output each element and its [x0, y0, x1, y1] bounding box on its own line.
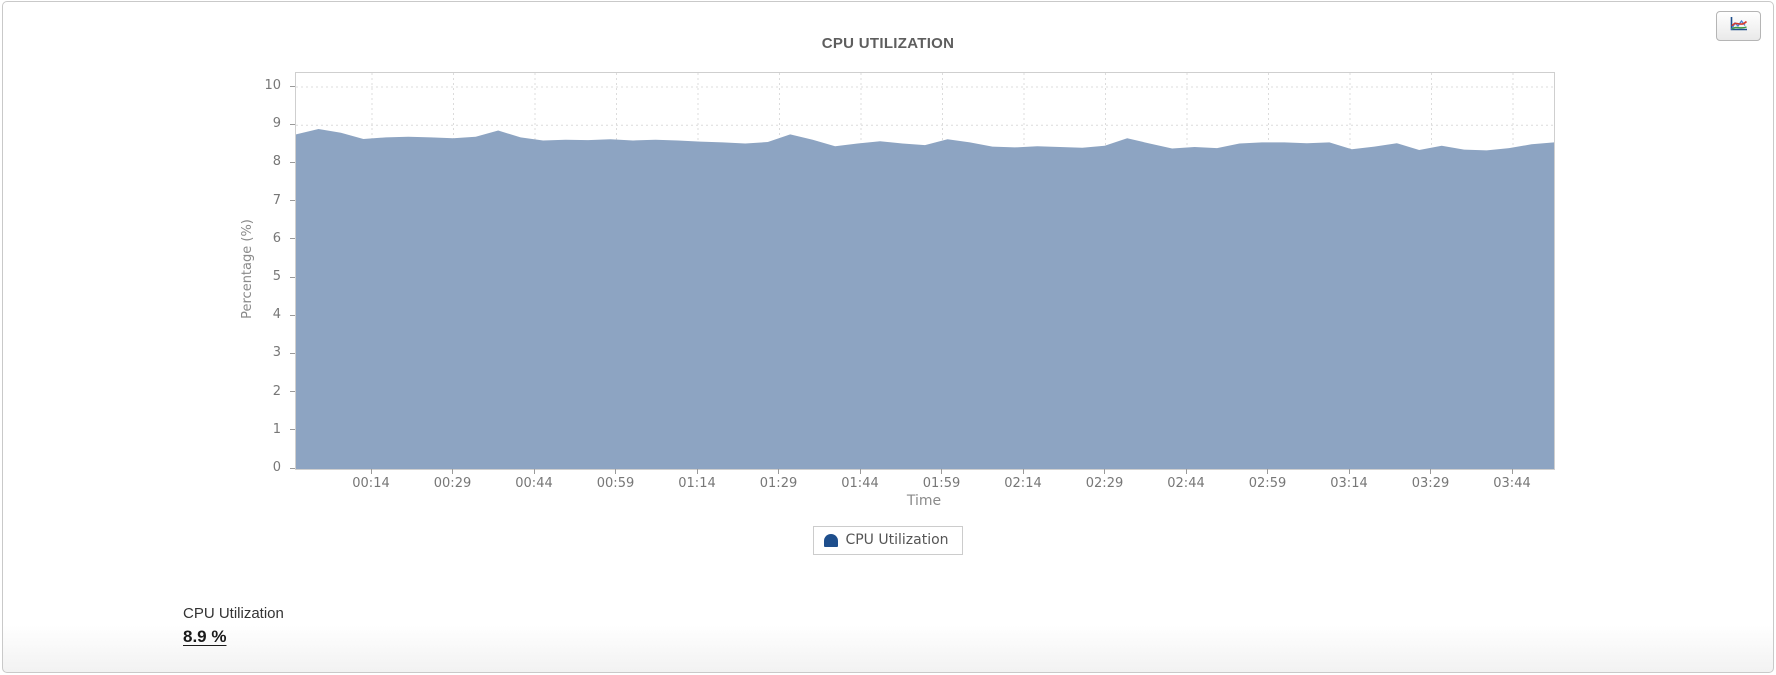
y-tick-label: 2 [272, 383, 281, 399]
legend-item-cpu-utilization[interactable]: CPU Utilization [813, 526, 963, 555]
y-tick-label: 4 [272, 307, 281, 323]
chart-type-icon [1729, 16, 1749, 37]
x-tick-label: 01:14 [678, 476, 716, 491]
x-axis-title: Time [906, 493, 942, 509]
area-chart-canvas [296, 73, 1554, 469]
y-axis-tick [290, 352, 295, 354]
x-tick-label: 02:44 [1167, 476, 1205, 491]
x-tick-label: 01:59 [922, 476, 961, 491]
x-axis-tick [1104, 469, 1105, 474]
x-axis-tick [1267, 469, 1268, 474]
y-axis-tick [290, 276, 295, 278]
y-axis-tick [290, 314, 295, 316]
x-axis-tick [696, 469, 698, 474]
x-axis-tick [1022, 469, 1024, 474]
y-axis-tick [290, 238, 295, 240]
plot-area[interactable] [295, 72, 1555, 470]
y-tick-label: 1 [272, 421, 281, 437]
x-axis-tick [533, 469, 535, 474]
y-tick-label: 7 [272, 192, 281, 208]
x-tick-label: 01:44 [841, 476, 879, 491]
x-tick-label: 02:59 [1248, 476, 1287, 491]
y-tick-label: 0 [272, 460, 281, 475]
x-tick-label: 00:14 [352, 476, 390, 491]
legend: CPU Utilization [3, 526, 1773, 555]
x-axis-tick [1430, 469, 1431, 474]
y-tick-label: 5 [272, 269, 281, 284]
x-axis-tick [1185, 469, 1187, 474]
x-axis-tick [452, 469, 453, 474]
x-axis-tick [1511, 469, 1513, 474]
y-axis-tick [290, 200, 295, 202]
y-tick-label: 9 [272, 116, 281, 132]
y-axis-tick [290, 161, 295, 163]
x-tick-label: 03:44 [1493, 476, 1531, 491]
x-axis-tick [615, 469, 616, 474]
legend-label: CPU Utilization [845, 532, 949, 548]
x-tick-label: 00:29 [433, 476, 472, 491]
x-tick-label: 03:14 [1330, 476, 1368, 491]
y-axis-tick [290, 391, 295, 393]
x-axis-tick [370, 469, 372, 474]
y-axis-tick [290, 85, 295, 87]
summary-metric-value-link[interactable]: 8.9 % [183, 627, 227, 646]
y-tick-label: 3 [272, 345, 281, 361]
x-tick-label: 02:14 [1004, 476, 1042, 491]
y-axis-tick [290, 467, 295, 469]
y-axis-tick [290, 429, 295, 431]
x-tick-label: 00:59 [596, 476, 635, 491]
y-tick-label: 10 [264, 78, 281, 93]
x-tick-label: 02:29 [1085, 476, 1124, 491]
x-axis-tick [859, 469, 861, 474]
x-axis-tick [778, 469, 779, 474]
summary-metric-label: CPU Utilization [183, 605, 284, 622]
summary-block: CPU Utilization 8.9 % [183, 605, 284, 647]
chart-type-button[interactable] [1716, 11, 1761, 41]
x-tick-label: 00:44 [515, 476, 553, 491]
x-axis-tick [1348, 469, 1350, 474]
x-axis-tick [941, 469, 942, 474]
y-tick-label: 8 [272, 154, 281, 170]
x-tick-label: 01:29 [759, 476, 798, 491]
cpu-utilization-area-series [296, 129, 1554, 469]
x-tick-label: 03:29 [1411, 476, 1450, 491]
chart-title: CPU UTILIZATION [821, 35, 955, 52]
area-series-marker-icon [824, 534, 839, 547]
y-axis-tick [290, 123, 295, 125]
y-tick-label: 6 [272, 230, 281, 246]
